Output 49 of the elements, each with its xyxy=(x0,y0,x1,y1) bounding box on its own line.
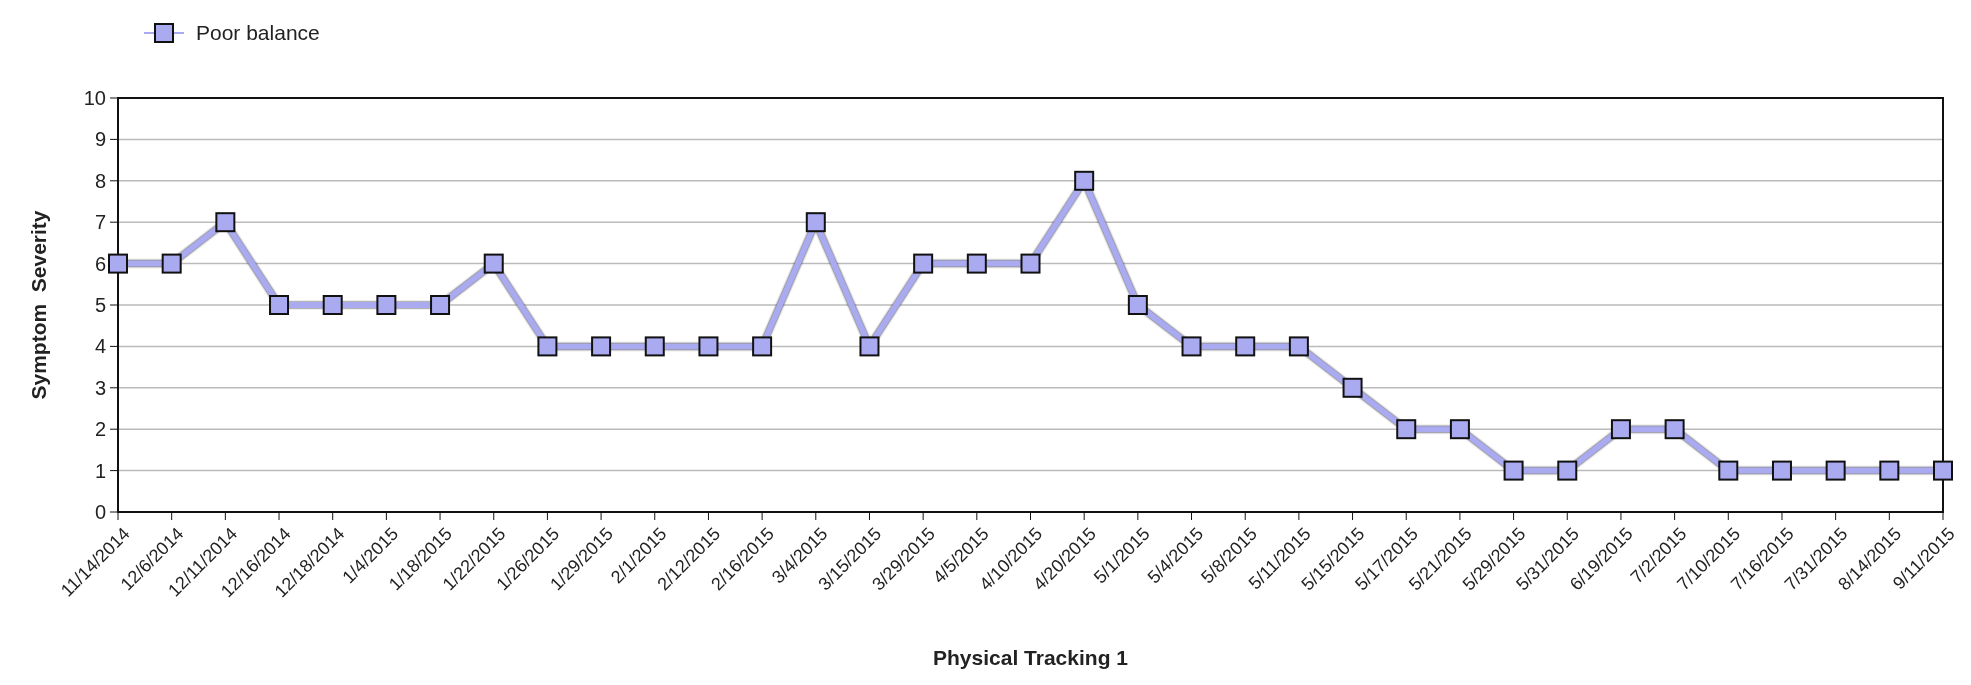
point xyxy=(1235,336,1256,357)
point xyxy=(1933,460,1953,481)
y-axis-title: Symptom Severity xyxy=(27,210,50,400)
point xyxy=(1718,460,1739,481)
point xyxy=(1342,377,1363,398)
point xyxy=(1074,170,1095,191)
point xyxy=(269,295,290,315)
point xyxy=(1503,460,1524,481)
point xyxy=(698,336,719,357)
y-tick-label: 10 xyxy=(83,87,106,109)
legend-label: Poor balance xyxy=(196,21,320,45)
point xyxy=(1879,460,1900,481)
point xyxy=(430,295,451,315)
y-tick-label: 3 xyxy=(94,376,106,399)
y-tick-label: 7 xyxy=(94,211,106,234)
point xyxy=(1127,295,1148,315)
point xyxy=(1825,460,1846,481)
point xyxy=(1610,419,1631,440)
point xyxy=(805,212,826,233)
point xyxy=(591,336,612,357)
point xyxy=(322,295,343,315)
y-tick-label: 8 xyxy=(94,169,106,192)
point xyxy=(1664,419,1685,440)
x-axis-title: Physical Tracking 1 xyxy=(933,646,1129,669)
point xyxy=(966,253,987,274)
point xyxy=(1771,460,1792,481)
y-tick-label: 5 xyxy=(94,294,106,316)
point xyxy=(1557,460,1578,481)
point xyxy=(1288,336,1309,357)
point xyxy=(376,295,397,315)
point xyxy=(913,253,934,274)
point xyxy=(1181,336,1202,357)
point xyxy=(108,253,128,274)
y-tick-label: 0 xyxy=(94,501,106,523)
point xyxy=(752,336,773,357)
y-tick-label: 1 xyxy=(94,459,106,482)
y-tick-label: 4 xyxy=(94,335,106,358)
point xyxy=(537,336,558,357)
point xyxy=(1020,253,1041,274)
point xyxy=(1449,419,1470,440)
y-tick-label: 9 xyxy=(94,128,106,151)
point xyxy=(644,336,665,357)
y-tick-label: 6 xyxy=(94,252,106,275)
point xyxy=(215,212,236,233)
point xyxy=(1396,419,1417,440)
point xyxy=(859,336,880,357)
point xyxy=(483,253,504,274)
y-tick-label: 2 xyxy=(94,418,106,441)
point xyxy=(161,253,182,274)
